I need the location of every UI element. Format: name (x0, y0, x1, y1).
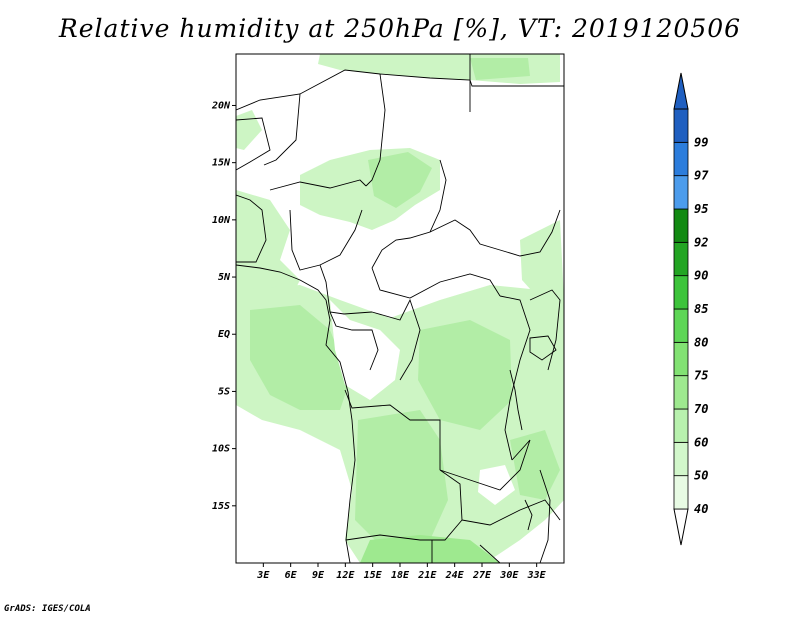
humidity-area-sahel-core (368, 152, 432, 208)
colorbar-segment (673, 408, 689, 443)
lon-tick-label: 24E (445, 570, 465, 581)
humidity-area-east-upper (520, 220, 564, 300)
border-gabon (329, 311, 379, 371)
border-mozambique (539, 469, 551, 563)
colorbar-segment (673, 141, 689, 177)
lake-malawi (524, 499, 533, 531)
border-niger-chad (365, 73, 386, 187)
longitude-axis: 3E 6E 9E 12E 15E 18E 21E 24E 27E 30E 33E (256, 563, 547, 581)
colorbar-label: 95 (694, 202, 708, 216)
humidity-area-angola (355, 410, 448, 545)
dry-area-central (330, 300, 400, 400)
border-angola-south (345, 469, 463, 541)
border-west-coastal (236, 194, 267, 263)
border-car (371, 267, 501, 299)
lon-tick-label: 18E (391, 570, 410, 581)
lat-tick-label: 5S (218, 386, 230, 397)
border-uganda-kenya (529, 289, 561, 371)
lon-tick-label: 30E (499, 570, 519, 581)
colorbar-label: 90 (694, 269, 708, 283)
colorbar-segment (673, 308, 689, 343)
lat-tick-label: 10S (212, 444, 230, 455)
border-zambia (439, 439, 531, 491)
border-mauritania (236, 117, 271, 171)
lon-tick-label: 9E (312, 570, 325, 581)
humidity-field (236, 54, 564, 563)
coast-gulf-of-guinea (236, 264, 327, 301)
colorbar-label: 70 (694, 402, 708, 416)
lat-tick-label: 10N (212, 215, 231, 226)
humidity-area-congo (418, 320, 512, 430)
lon-tick-label: 27E (472, 570, 492, 581)
colorbar-max-arrow (673, 72, 689, 110)
humidity-area-west-edge (236, 110, 262, 150)
border-sudan-south-sudan (429, 209, 561, 257)
colorbar-label: 50 (694, 469, 708, 483)
border-chad-sudan (371, 159, 447, 269)
colorbar-segment (673, 475, 689, 510)
lat-tick-label: EQ (218, 329, 230, 340)
colorbar-min-arrow (673, 508, 689, 546)
colorbar-label: 85 (694, 302, 708, 316)
humidity-area-west (236, 190, 300, 310)
latitude-axis: 20N 15N 10N 5N EQ 5S 10S 15S (211, 100, 236, 512)
lon-tick-label: 6E (285, 570, 298, 581)
country-borders (236, 54, 564, 563)
lat-tick-label: 20N (211, 100, 231, 111)
border-namibia-botswana (431, 540, 501, 563)
lat-tick-label: 15S (212, 501, 230, 512)
colorbar-label: 97 (694, 169, 709, 183)
humidity-area-north-right (470, 58, 530, 80)
lon-tick-label: 15E (364, 570, 383, 581)
colorbar-label: 75 (694, 369, 708, 383)
border-nigeria-niger (269, 179, 367, 191)
colorbar-segment (673, 441, 689, 477)
colorbar-segment (673, 375, 689, 410)
lat-tick-label: 5N (218, 272, 231, 283)
colorbar-segment (673, 241, 689, 277)
colorbar-segment (673, 208, 689, 243)
humidity-area-gabon-coast (250, 305, 350, 410)
border-congo (371, 298, 421, 381)
humidity-area-east (510, 430, 560, 500)
colorbar-label: 80 (694, 335, 708, 349)
colorbar-segment (673, 108, 689, 143)
lat-tick-label: 15N (212, 158, 231, 169)
grads-credit: GrADS: IGES/COLA (4, 604, 91, 614)
map-title: Relative humidity at 250hPa [%], VT: 201… (58, 14, 742, 43)
colorbar: 40 50 60 70 75 80 85 90 92 95 97 99 (673, 72, 709, 546)
lon-tick-label: 21E (417, 570, 437, 581)
colorbar-label: 92 (694, 235, 708, 249)
colorbar-segment (673, 275, 689, 310)
lon-tick-label: 3E (256, 570, 270, 581)
coast-west-central (325, 299, 356, 563)
lake-victoria (529, 335, 557, 361)
dry-area-east (478, 465, 515, 505)
lon-tick-label: 33E (527, 570, 547, 581)
colorbar-segment (673, 175, 689, 210)
border-angola-north (344, 389, 441, 470)
colorbar-label: 60 (694, 435, 708, 449)
lon-tick-label: 12E (336, 570, 355, 581)
border-mali-niger (263, 93, 301, 166)
colorbar-label: 40 (694, 502, 708, 516)
humidity-area-south (360, 535, 500, 563)
border-drc-east (499, 295, 531, 461)
colorbar-segment (673, 341, 689, 377)
lake-tanganyika (509, 369, 523, 431)
colorbar-label: 99 (694, 135, 708, 149)
